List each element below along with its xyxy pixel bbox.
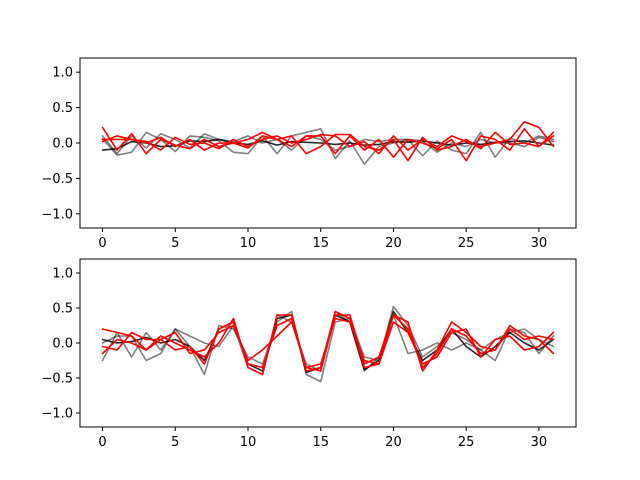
y-tick-label: 0.0: [52, 337, 73, 352]
x-tick-label: 15: [312, 236, 329, 251]
top-subplot: 0 5 10 15 20 25 30 −1.0 −0.5 0.0 0.5 1.0: [41, 57, 577, 251]
series-line-2: [101, 128, 555, 166]
x-tick-label: 10: [240, 236, 257, 251]
x-tick-label: 20: [385, 236, 402, 251]
y-tick-label: −0.5: [41, 172, 73, 187]
x-tick-label: 25: [458, 236, 475, 251]
x-tick-label: 30: [531, 236, 548, 251]
x-tick-label: 5: [171, 236, 179, 251]
x-tick-label: 0: [98, 236, 106, 251]
y-tick-label: 0.5: [52, 101, 73, 116]
y-tick-label: −0.5: [41, 372, 73, 387]
series-line-5: [101, 120, 555, 155]
x-tick-label: 25: [458, 435, 475, 450]
x-tick-label: 30: [531, 435, 548, 450]
x-tick-label: 15: [312, 435, 329, 450]
y-tick-label: −1.0: [41, 407, 73, 422]
x-tick-label: 20: [385, 435, 402, 450]
bottom-subplot: 0 5 10 15 20 25 30 −1.0 −0.5 0.0 0.5 1.0: [41, 258, 577, 450]
y-tick-label: 1.0: [52, 267, 73, 282]
y-tick-label: 1.0: [52, 66, 73, 81]
x-tick-label: 10: [240, 435, 257, 450]
y-tick-label: 0.5: [52, 302, 73, 317]
series-line-6: [101, 131, 555, 162]
series-line-6: [101, 317, 555, 369]
x-tick-label: 0: [98, 435, 106, 450]
y-tick-label: 0.0: [52, 137, 73, 152]
y-tick-label: −1.0: [41, 207, 73, 222]
x-tick-label: 5: [171, 435, 179, 450]
